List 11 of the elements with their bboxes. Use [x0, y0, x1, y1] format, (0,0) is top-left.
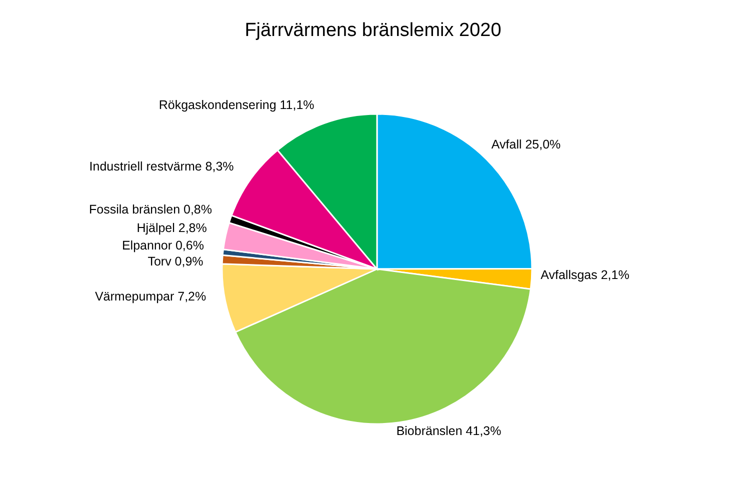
slice-label: Torv 0,9%: [148, 254, 204, 269]
slice-label: Avfallsgas 2,1%: [540, 268, 630, 282]
chart-title: Fjärrvärmens bränslemix 2020: [244, 20, 502, 42]
slice-label: Elpannor 0,6%: [122, 238, 204, 253]
slice-label: Värmepumpar 7,2%: [94, 289, 206, 304]
slice-label: Avfall 25,0%: [491, 137, 561, 152]
slice-label: Hjälpel 2,8%: [136, 220, 207, 235]
slice-label: Fossila bränslen 0,8%: [89, 202, 212, 217]
slice-label: Biobränslen 41,3%: [396, 424, 502, 438]
slice-label: Industriell restvärme 8,3%: [89, 160, 234, 174]
slice-label: Rökgaskondensering 11,1%: [158, 98, 314, 112]
